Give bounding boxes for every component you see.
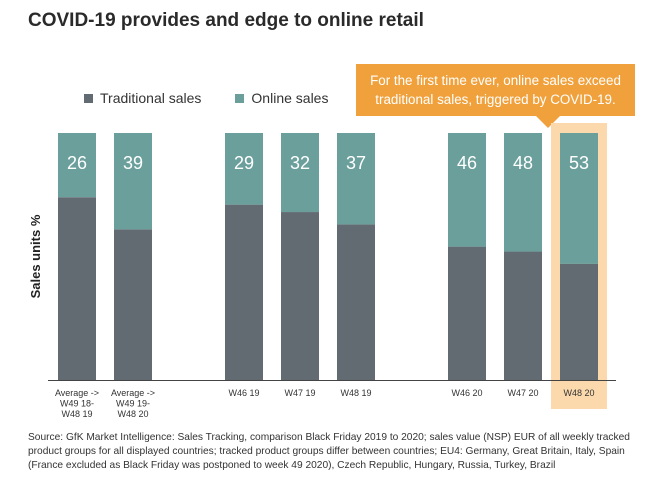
bar-online bbox=[560, 133, 598, 264]
bar-online bbox=[225, 133, 263, 205]
x-tick-label: W47 19 bbox=[284, 388, 315, 398]
x-tick-label: W47 20 bbox=[507, 388, 538, 398]
bar-online bbox=[114, 133, 152, 230]
data-label-online: 37 bbox=[346, 153, 366, 173]
legend-swatch-online bbox=[235, 93, 245, 103]
bar-online bbox=[337, 133, 375, 225]
chart-svg: Sales units % 26 Average -> W49 18-W48 19 39… bbox=[28, 123, 616, 419]
bar-online bbox=[448, 133, 486, 247]
data-label-online: 29 bbox=[234, 153, 254, 173]
legend-label-traditional: Traditional sales bbox=[100, 90, 202, 106]
data-label-online: 46 bbox=[457, 153, 477, 173]
legend-swatch-traditional bbox=[84, 93, 93, 103]
bar-traditional bbox=[114, 229, 152, 380]
x-tick-label: W48 20 bbox=[563, 388, 594, 398]
source-note: Source: GfK Market Intelligence: Sales T… bbox=[28, 432, 630, 471]
x-tick-label: Average -> W49 18-W48 19 bbox=[55, 388, 99, 419]
bar-online bbox=[504, 133, 542, 252]
bar-traditional bbox=[225, 204, 263, 380]
x-tick-label: W46 20 bbox=[451, 388, 482, 398]
bar-traditional bbox=[281, 212, 319, 380]
legend-label-online: Online sales bbox=[251, 90, 329, 106]
legend-item-traditional: Traditional sales bbox=[84, 90, 201, 106]
annotation-callout: For the first time ever, online sales ex… bbox=[356, 64, 635, 128]
x-tick-label: W46 19 bbox=[228, 388, 259, 398]
legend: Traditional sales Online sales bbox=[84, 90, 362, 106]
bar-traditional bbox=[560, 263, 598, 380]
data-label-online: 53 bbox=[569, 153, 589, 173]
y-axis-label: Sales units % bbox=[28, 214, 43, 298]
data-label-online: 26 bbox=[67, 153, 87, 173]
legend-item-online: Online sales bbox=[235, 90, 328, 106]
chart-title: COVID-19 provides and edge to online ret… bbox=[28, 10, 424, 31]
bar-online bbox=[58, 133, 96, 198]
data-label-online: 48 bbox=[513, 153, 533, 173]
bar-traditional bbox=[448, 246, 486, 380]
bar-online bbox=[281, 133, 319, 213]
bar-traditional bbox=[337, 224, 375, 380]
bar-traditional bbox=[58, 197, 96, 380]
bar-traditional bbox=[504, 251, 542, 380]
x-tick-label: Average -> W49 19-W48 20 bbox=[111, 388, 155, 419]
data-label-online: 32 bbox=[290, 153, 310, 173]
x-tick-label: W48 19 bbox=[340, 388, 371, 398]
data-label-online: 39 bbox=[123, 153, 143, 173]
